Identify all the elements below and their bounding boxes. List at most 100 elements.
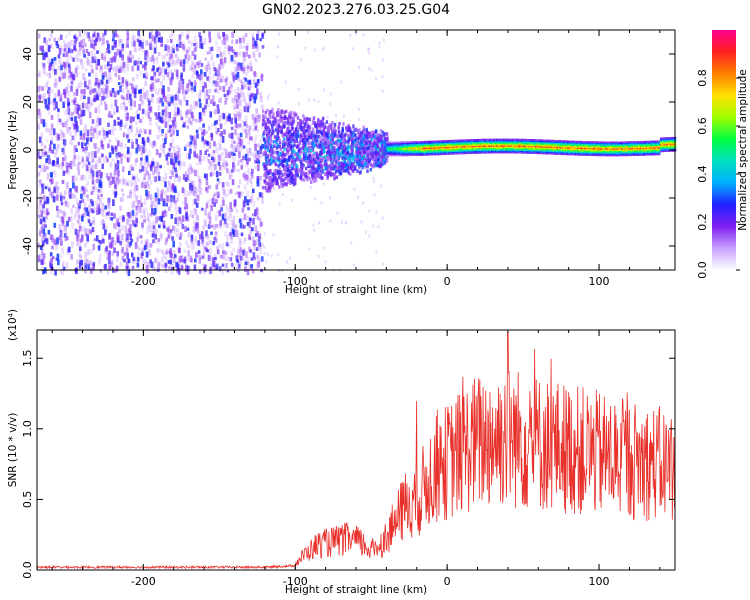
spectrogram-cell [322,156,325,161]
spectrogram-cell [216,210,219,214]
spectrogram-cell [58,224,62,231]
spectrogram-cell [288,178,291,182]
spectrogram-cell [231,39,234,45]
spectrogram-cell [270,122,273,126]
spectrogram-cell [71,99,74,103]
spectrogram-cell [134,181,138,187]
spectrogram-cell [277,157,280,161]
spectrogram-cell [126,67,130,72]
spectrogram-cell [216,191,220,199]
spectrogram-cell [382,143,385,147]
spectrogram-cell [281,173,284,177]
spectrogram-cell [272,122,276,127]
spectrogram-cell [50,269,53,275]
spectrogram-cell [389,145,391,147]
spectrogram-cell [39,113,42,119]
spectrogram-cell [160,116,163,123]
spectrogram-cell [286,260,288,264]
spectrogram-cell [167,86,170,92]
spectrogram-cell [369,168,372,172]
spectrogram-cell [75,120,78,127]
spectrogram-cell [65,51,69,58]
spectrogram-cell [65,87,69,93]
spectrogram-cell [161,256,164,263]
spectrogram-cell [122,132,126,138]
spectrogram-cell [162,66,165,74]
spectrogram-cell [337,156,340,161]
spectrogram-cell [140,157,143,161]
spectrogram-cell [138,89,141,94]
spectrogram-cell [311,169,314,174]
spectrogram-cell [230,87,233,93]
spectrogram-cell [217,155,221,162]
spectrogram-cell [221,243,224,249]
spectrogram-cell [80,110,84,115]
spectrogram-cell [279,171,282,175]
spectrogram-cell [204,104,207,110]
spectrogram-cell [195,42,198,49]
spectrogram-cell [276,131,280,136]
spectrogram-cell [50,89,54,94]
spectrogram-cell [184,196,187,204]
spectrogram-cell [95,77,98,85]
spectrogram-cell [268,182,271,187]
spectrogram-cell [119,85,122,92]
spectrogram-cell [90,191,94,195]
spectrogram-cell [308,145,311,150]
spectrogram-cell [301,120,304,124]
spectrogram-cell [327,147,330,152]
spectrogram-cell [241,224,244,230]
spectrogram-cell [210,134,214,141]
spectrogram-cell [143,244,147,251]
spectrogram-cell [268,137,271,141]
spectrogram-cell [84,228,87,234]
spectrogram-cell [314,124,317,128]
spectrogram-cell [259,38,262,42]
spectrogram-cell [131,86,135,94]
spectrogram-cell [100,65,103,70]
spectrogram-cell [54,269,57,276]
spectrogram-cell [187,88,190,93]
spectrogram-cell [135,115,138,119]
spectrogram-cell [284,166,287,171]
spectrogram-cell [39,192,42,198]
spectrogram-cell [264,124,268,129]
spectrogram-cell [240,123,244,130]
spectrogram-cell [107,178,111,184]
spectrogram-cell [365,141,368,146]
spectrogram-cell [296,174,299,178]
spectrogram-cell [115,163,119,169]
spectrogram-cell [216,81,219,87]
spectrogram-cell [376,163,380,168]
spectrogram-cell [192,66,196,72]
spectrogram-cell [286,121,289,125]
spectrogram-cell [218,165,222,171]
spectrogram-cell [329,154,332,159]
spectrogram-cell [161,109,165,116]
spectrogram-cell [317,145,321,149]
spectrogram-cell [47,159,51,164]
spectrogram-cell [92,164,96,169]
spectrogram-cell [76,234,79,242]
spectrogram-cell [156,97,160,104]
spectrogram-cell [166,121,170,127]
spectrogram-cell [78,203,81,209]
spectrogram-cell [171,196,175,203]
spectrogram-cell [328,127,332,131]
spectrogram-cell [335,158,338,162]
spectrogram-cell [278,128,281,133]
spectrogram-cell [84,142,87,146]
spectrogram-cell [223,129,226,135]
spectrogram-cell [179,59,183,66]
spectrogram-cell [352,153,355,158]
spectrogram-cell [312,119,315,123]
spectrogram-cell [198,60,202,65]
spectrogram-cell [247,82,251,89]
spectrogram-cell [266,96,269,100]
spectrogram-cell [55,101,58,109]
spectrogram-cell [215,263,219,270]
spectrogram-cell [223,57,227,64]
spectrogram-cell [226,269,230,273]
spectrogram-cell [119,240,122,246]
